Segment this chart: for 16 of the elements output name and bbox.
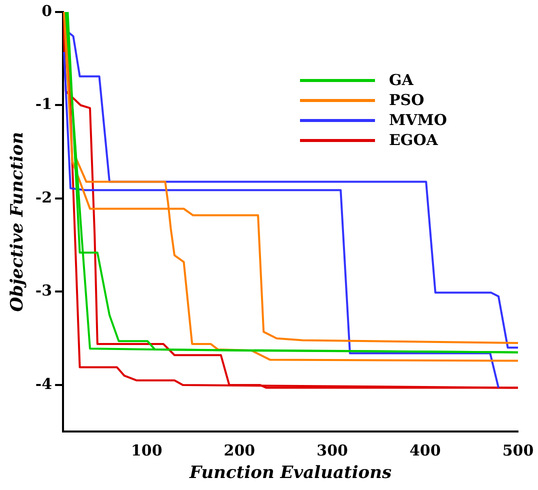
legend-label: EGOA bbox=[389, 131, 438, 149]
y-tick-label: -2 bbox=[35, 188, 52, 206]
y-tick-label: -4 bbox=[35, 374, 52, 393]
y-tick-label: 0 bbox=[42, 2, 52, 20]
y-tick-label: -1 bbox=[35, 95, 52, 114]
y-axis-title: Objective Function bbox=[8, 132, 28, 312]
legend-label: GA bbox=[389, 71, 414, 89]
x-axis-title: Function Evaluations bbox=[188, 463, 392, 484]
x-tick-label: 100 bbox=[130, 441, 162, 460]
legend-label: MVMO bbox=[389, 111, 447, 129]
x-tick-label: 500 bbox=[502, 441, 534, 460]
y-tick-label: -3 bbox=[35, 282, 52, 300]
x-tick-label: 200 bbox=[224, 441, 256, 460]
x-tick-label: 400 bbox=[410, 441, 441, 460]
legend-label: PSO bbox=[389, 91, 424, 109]
x-tick-label: 300 bbox=[316, 441, 348, 460]
